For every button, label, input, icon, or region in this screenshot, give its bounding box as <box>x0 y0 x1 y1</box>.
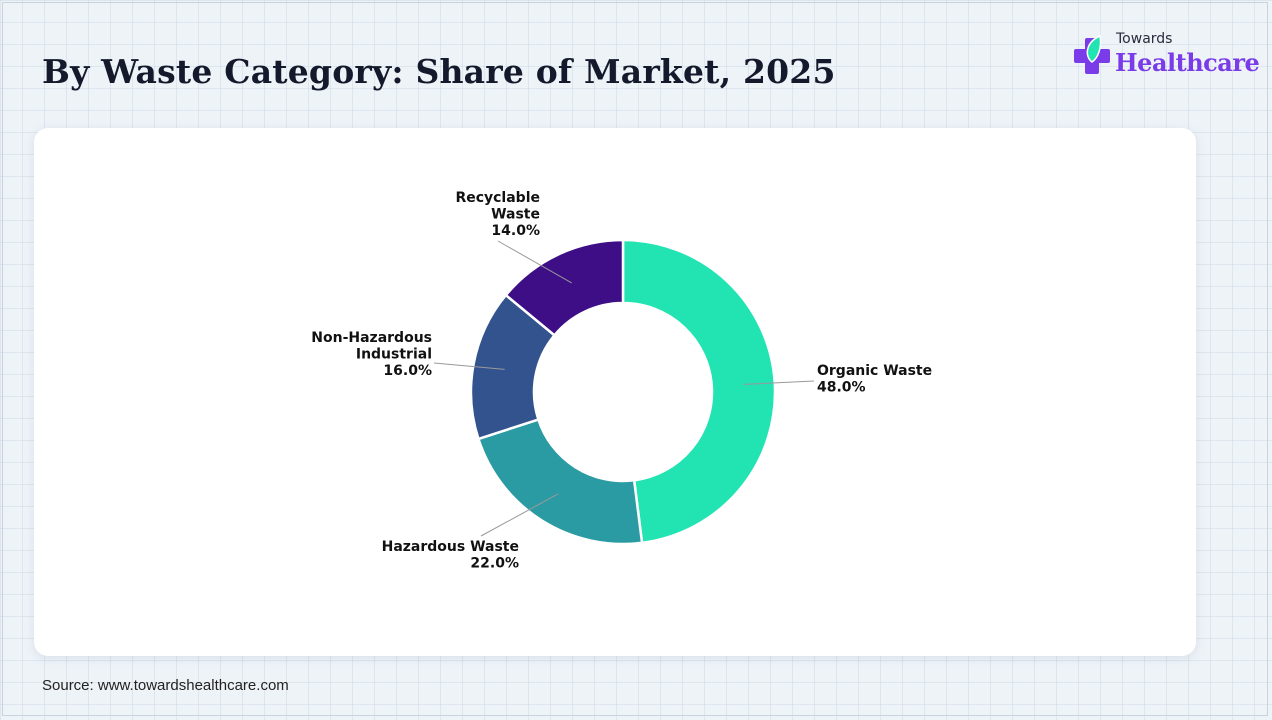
slice-organic-waste <box>621 238 777 545</box>
leader-line-recyclable-waste <box>497 240 572 284</box>
data-label-organic-waste: Organic Waste 48.0% <box>817 363 932 396</box>
leader-line-non-hazardous-industrial <box>433 362 505 370</box>
brand-logo: Towards Healthcare <box>1072 30 1260 80</box>
source-note: Source: www.towardshealthcare.com <box>42 677 289 694</box>
logo-text-healthcare: Healthcare <box>1115 48 1260 77</box>
data-label-non-hazardous-industrial: Non-Hazardous Industrial 16.0% <box>311 330 432 379</box>
medical-cross-icon <box>1074 34 1110 74</box>
data-label-hazardous-waste: Hazardous Waste 22.0% <box>382 539 519 572</box>
donut-chart: Organic Waste 48.0% Hazardous Waste 22.0% No… <box>311 190 932 572</box>
chart-card: Organic Waste 48.0% Hazardous Waste 22.0% No… <box>34 128 1196 656</box>
logo-text-towards: Towards <box>1116 31 1173 47</box>
leader-line-organic-waste <box>743 380 815 385</box>
page-title: By Waste Category: Share of Market, 2025 <box>42 52 836 91</box>
slice-hazardous-waste <box>476 417 644 546</box>
data-label-recyclable-waste: Recyclable Waste 14.0% <box>455 190 540 239</box>
leader-line-hazardous-waste <box>480 493 559 537</box>
slice-recyclable-waste <box>504 238 625 338</box>
